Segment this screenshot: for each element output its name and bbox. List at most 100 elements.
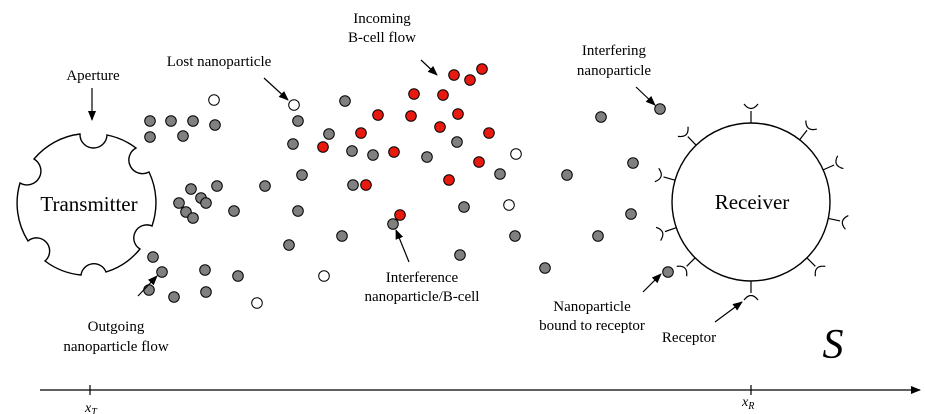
- nanoparticle: [627, 157, 639, 169]
- nanoparticle: [347, 179, 359, 191]
- nanoparticle: [654, 103, 666, 115]
- nanoparticle: [173, 197, 185, 209]
- nanoparticle: [595, 111, 607, 123]
- lost-nanoparticle-label: Lost nanoparticle: [167, 54, 272, 70]
- callout-labels: Aperture Lost nanoparticle Incoming B-ce…: [63, 11, 843, 368]
- nanoparticle: [367, 149, 379, 161]
- nanoparticle: [625, 208, 637, 220]
- nanoparticle: [292, 205, 304, 217]
- lost-nanoparticle-arrow: [263, 77, 289, 101]
- bound-nanoparticle-arrow: [642, 273, 662, 293]
- interference-label-line1: Interference: [386, 270, 459, 286]
- nanoparticle: [509, 230, 521, 242]
- transmitter-label: Transmitter: [40, 192, 137, 216]
- nanoparticle: [177, 130, 189, 142]
- receptor-cup: [841, 214, 849, 230]
- transmitter-body: [16, 133, 157, 276]
- nanoparticle: [185, 183, 197, 195]
- interference-arrow: [395, 229, 410, 263]
- space-label: S: [823, 322, 844, 368]
- nanoparticle: [292, 115, 304, 127]
- lost-nanoparticle: [318, 270, 330, 282]
- nanoparticle: [539, 262, 551, 274]
- receptor: [806, 257, 826, 277]
- callout-arrows: [88, 59, 743, 323]
- lost-nanoparticle: [288, 99, 300, 111]
- interfering-arrow: [635, 86, 656, 106]
- b-cell: [388, 146, 400, 158]
- receptor-cup: [743, 294, 759, 301]
- nanoparticle: [454, 249, 466, 261]
- nanoparticle: [323, 128, 335, 140]
- axis-label-x-t: xT: [84, 401, 98, 414]
- receptor-stem: [663, 176, 676, 181]
- receptor-cup: [835, 155, 844, 170]
- nanoparticle: [336, 230, 348, 242]
- outgoing-flow-arrow: [137, 275, 158, 297]
- b-cell: [360, 179, 372, 191]
- incoming-flow-arrow: [420, 59, 438, 76]
- nanoparticle: [387, 218, 399, 230]
- b-cell: [473, 156, 485, 168]
- aperture-label: Aperture: [66, 68, 120, 84]
- nanoparticle: [211, 180, 223, 192]
- receptor-cup: [805, 120, 817, 131]
- lost-nanoparticle: [503, 199, 515, 211]
- nanoparticle: [187, 115, 199, 127]
- nanoparticle: [200, 197, 212, 209]
- receptor-cup: [654, 167, 662, 183]
- b-cell: [437, 89, 449, 101]
- receptor: [654, 167, 676, 183]
- bound-label-line1: Nanoparticle: [553, 299, 631, 315]
- nanoparticle: [662, 266, 674, 278]
- nanoparticle: [283, 239, 295, 251]
- b-cell: [476, 63, 488, 75]
- interfering-label-line2: nanoparticle: [577, 63, 651, 79]
- outgoing-label-line2: nanoparticle flow: [63, 339, 169, 355]
- nanoparticle: [346, 145, 358, 157]
- nanoparticle: [259, 180, 271, 192]
- b-cell: [483, 127, 495, 139]
- receptor-stem: [664, 227, 677, 233]
- receptor-stem: [687, 136, 697, 146]
- axis-label-x-r: xR: [741, 395, 754, 412]
- nanoparticle: [232, 270, 244, 282]
- receptor: [799, 120, 817, 141]
- receptor: [743, 281, 759, 301]
- transmitter: Transmitter: [16, 133, 157, 276]
- receptor: [676, 257, 696, 277]
- receptor-group: [654, 103, 849, 301]
- receptor-cup: [677, 126, 689, 138]
- lost-nanoparticle: [251, 297, 263, 309]
- nanoparticle: [200, 286, 212, 298]
- nanoparticle: [147, 251, 159, 263]
- b-cell: [464, 74, 476, 86]
- b-cell: [408, 88, 420, 100]
- outgoing-label-line1: Outgoing: [88, 319, 145, 335]
- interference-label-line2: nanoparticle/B-cell: [365, 289, 480, 305]
- receptor-stem: [686, 257, 696, 267]
- nanoparticle: [287, 138, 299, 150]
- nanoparticle: [156, 266, 168, 278]
- nanoparticle: [458, 201, 470, 213]
- receptor-cup: [676, 265, 688, 277]
- receptor-stem: [806, 257, 816, 267]
- interfering-label-line1: Interfering: [582, 43, 647, 59]
- receptor-cup: [655, 226, 664, 241]
- nanoparticle: [228, 205, 240, 217]
- receptor-stem: [822, 164, 835, 171]
- nanoparticle: [421, 151, 433, 163]
- receptor-stem: [799, 129, 808, 141]
- b-cell: [394, 209, 406, 221]
- position-axis: xT xR: [40, 385, 921, 414]
- receptor: [655, 226, 677, 241]
- nanoparticle: [165, 115, 177, 127]
- particle-group: [143, 63, 674, 309]
- nanoparticle: [209, 119, 221, 131]
- receptor: [743, 103, 759, 123]
- nanoparticle: [296, 169, 308, 181]
- b-cell: [405, 110, 417, 122]
- nanoparticle: [339, 95, 351, 107]
- nanoparticle: [187, 212, 199, 224]
